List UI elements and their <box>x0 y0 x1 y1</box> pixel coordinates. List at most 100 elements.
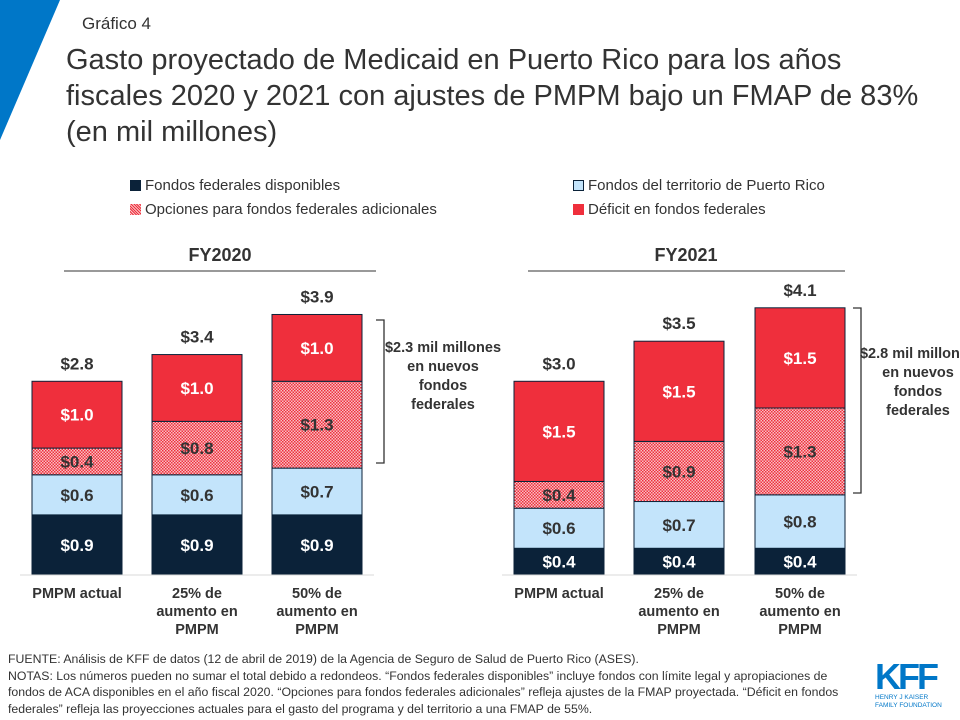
logo-mark: KFF <box>875 656 939 697</box>
data-label: $0.9 <box>662 462 695 481</box>
legend-label: Fondos federales disponibles <box>145 177 341 194</box>
bar-segment-2 <box>513 480 605 509</box>
bracket <box>376 319 385 464</box>
bar-segment-1 <box>31 474 123 516</box>
bar-segment-0 <box>151 514 243 576</box>
data-label: $1.0 <box>180 379 213 398</box>
data-label: $0.8 <box>783 513 816 532</box>
data-label: $0.4 <box>542 553 576 572</box>
legend-item-deficit: Déficit en fondos federales <box>573 201 766 218</box>
bar-segment-1 <box>513 507 605 549</box>
bracket-annotation: en nuevos <box>407 359 479 375</box>
bar-segment-1 <box>754 494 846 549</box>
bar-segment-1 <box>151 474 243 516</box>
bar-segment-0 <box>513 547 605 576</box>
category-label: PMPM <box>175 622 219 638</box>
footnotes: FUENTE: Análisis de KFF de datos (12 de … <box>8 651 848 717</box>
legend-label: Fondos del territorio de Puerto Rico <box>588 177 825 194</box>
stacked-bar-chart: FY2020 $0.9 $0.6 $0.4 $1.0 $2.8 PMPM actual $0.… <box>20 245 960 638</box>
corner-accent <box>0 0 60 140</box>
source-note: FUENTE: Análisis de KFF de datos (12 de … <box>8 652 639 666</box>
bar-segment-3 <box>633 340 725 442</box>
bar-segment-0 <box>31 514 123 576</box>
legend-item-federal: Fondos federales disponibles <box>130 177 340 194</box>
kff-logo: KFF HENRY J KAISER FAMILY FOUNDATION <box>875 656 942 710</box>
category-label: aumento en <box>276 604 357 620</box>
total-label: $3.5 <box>662 314 695 333</box>
data-label: $1.5 <box>542 422 575 441</box>
legend-swatch <box>573 204 584 215</box>
data-label: $0.9 <box>300 536 333 555</box>
bracket <box>853 307 862 494</box>
legend-label: Déficit en fondos federales <box>588 201 766 218</box>
legend-item-territory: Fondos del territorio de Puerto Rico <box>573 177 825 194</box>
category-label: PMPM <box>657 622 701 638</box>
category-label: 25% de <box>654 586 704 602</box>
total-label: $2.8 <box>60 354 93 373</box>
figure-label: Gráfico 4 <box>82 14 151 33</box>
data-label: $1.0 <box>60 406 93 425</box>
bar-segment-3 <box>271 313 363 382</box>
chart-title: Gasto proyectado de Medicaid en Puerto R… <box>66 44 919 148</box>
data-label: $0.6 <box>542 519 575 538</box>
bracket-annotation: en nuevos <box>882 365 954 381</box>
category-label: 50% de <box>775 586 825 602</box>
category-label: PMPM <box>295 622 339 638</box>
legend-item-options: Opciones para fondos federales adicional… <box>130 201 437 218</box>
group-title: FY2020 <box>188 245 251 265</box>
bar-segment-3 <box>754 307 846 409</box>
legend-swatch <box>573 180 584 191</box>
bar-segment-2 <box>151 420 243 476</box>
category-label: PMPM <box>778 622 822 638</box>
bracket-annotation: $2.3 mil millones <box>385 340 501 356</box>
data-label: $0.4 <box>542 486 576 505</box>
logo-line1: HENRY J KAISER <box>875 694 929 701</box>
data-label: $1.3 <box>783 442 816 461</box>
data-label: $0.7 <box>300 483 333 502</box>
bar-segment-1 <box>633 501 725 549</box>
logo-line2: FAMILY FOUNDATION <box>875 702 942 709</box>
data-label: $0.4 <box>662 553 696 572</box>
bar-segment-0 <box>633 547 725 576</box>
data-label: $0.6 <box>180 486 213 505</box>
total-label: $3.0 <box>542 354 575 373</box>
data-label: $0.4 <box>60 452 94 471</box>
bar-segment-2 <box>633 440 725 503</box>
data-label: $1.3 <box>300 416 333 435</box>
bracket-annotation: fondos <box>419 378 467 394</box>
total-label: $3.4 <box>180 328 214 347</box>
group-title: FY2021 <box>654 245 717 265</box>
legend-swatch <box>130 180 141 191</box>
data-label: $1.5 <box>783 349 816 368</box>
category-label: 25% de <box>172 586 222 602</box>
bracket-annotation: $2.8 mil millones <box>860 346 960 362</box>
total-label: $4.1 <box>783 281 816 300</box>
data-label: $0.6 <box>60 486 93 505</box>
data-label: $0.4 <box>783 553 817 572</box>
bar-segment-1 <box>271 467 363 516</box>
bar-segment-2 <box>754 407 846 496</box>
data-label: $0.9 <box>60 536 93 555</box>
category-label: aumento en <box>638 604 719 620</box>
legend-label: Opciones para fondos federales adicional… <box>145 201 437 218</box>
bracket-annotation: federales <box>886 403 950 419</box>
data-label: $1.0 <box>300 339 333 358</box>
data-label: $0.9 <box>180 536 213 555</box>
notes-text: NOTAS: Los números pueden no sumar el to… <box>8 668 839 716</box>
bar-segment-3 <box>31 380 123 449</box>
data-label: $0.8 <box>180 439 213 458</box>
bracket-annotation: fondos <box>894 384 942 400</box>
category-label: PMPM actual <box>514 586 603 602</box>
bar-segment-0 <box>754 547 846 576</box>
category-label: aumento en <box>759 604 840 620</box>
category-label: 50% de <box>292 586 342 602</box>
data-label: $1.5 <box>662 382 695 401</box>
bar-segment-0 <box>271 514 363 576</box>
bracket-annotation: federales <box>411 397 475 413</box>
category-label: aumento en <box>156 604 237 620</box>
data-label: $0.7 <box>662 516 695 535</box>
category-label: PMPM actual <box>32 586 121 602</box>
total-label: $3.9 <box>300 287 333 306</box>
bar-segment-3 <box>151 354 243 422</box>
bar-segment-3 <box>513 380 605 482</box>
